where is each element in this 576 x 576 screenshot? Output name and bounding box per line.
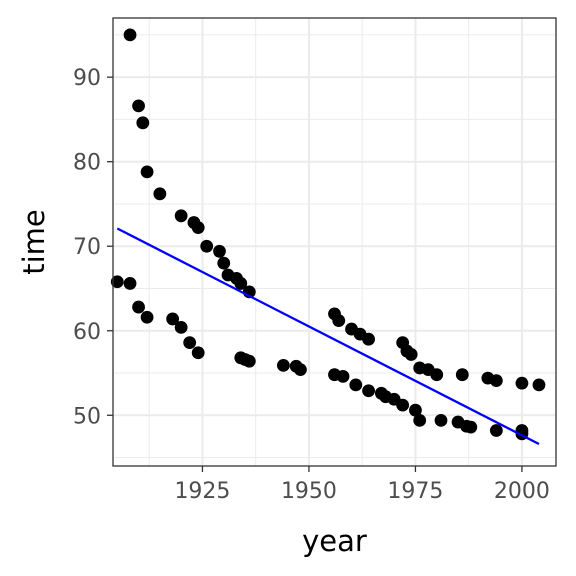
data-point [234, 277, 248, 290]
data-points [110, 28, 546, 441]
data-point [200, 239, 214, 253]
x-tick-label: 2000 [494, 479, 550, 504]
data-point [242, 354, 256, 368]
trend-line-group [116, 227, 540, 446]
data-point [217, 256, 231, 270]
data-point [455, 368, 469, 382]
x-tick-label: 1925 [174, 479, 230, 504]
data-point [464, 420, 478, 434]
data-point [349, 378, 363, 392]
data-point [434, 413, 448, 427]
y-tick-label: 60 [73, 320, 101, 345]
data-point [110, 275, 124, 289]
x-tick-label: 1975 [387, 479, 443, 504]
data-point [430, 368, 444, 382]
data-point [332, 314, 346, 328]
grid-minor [113, 18, 556, 466]
trend-line [116, 227, 540, 446]
grid-major [113, 18, 556, 466]
data-point [213, 244, 226, 258]
data-point [489, 374, 503, 388]
data-point [532, 378, 546, 392]
x-tick-label: 1950 [281, 479, 337, 504]
data-point [183, 336, 197, 349]
x-tick-labels: 1925 1950 1975 2000 [174, 479, 549, 504]
y-tick-labels: 50 60 70 80 90 [73, 66, 101, 429]
x-axis-title: year [302, 524, 367, 558]
data-point [191, 221, 205, 235]
data-point [140, 310, 154, 324]
data-point [409, 403, 422, 417]
axis-ticks [107, 76, 523, 472]
data-point [362, 384, 375, 398]
data-point [336, 370, 350, 383]
data-point [294, 363, 307, 377]
data-point [166, 312, 180, 326]
data-point [123, 28, 137, 42]
data-point [404, 348, 418, 361]
y-tick-label: 80 [73, 151, 101, 176]
data-point [132, 300, 145, 314]
y-tick-label: 70 [73, 235, 101, 260]
data-point [153, 187, 167, 201]
y-axis-title: time [17, 209, 51, 275]
data-point [140, 165, 154, 179]
data-point [396, 398, 410, 412]
data-point [132, 99, 145, 113]
data-point [174, 209, 188, 223]
data-point [136, 116, 150, 130]
data-point [489, 424, 503, 437]
data-point [362, 332, 375, 346]
data-point [515, 376, 529, 390]
y-tick-label: 50 [73, 404, 101, 429]
data-point [191, 346, 205, 360]
panel-border [112, 17, 557, 467]
data-point [174, 320, 188, 334]
data-point [413, 413, 427, 427]
data-point [276, 359, 290, 372]
data-point [123, 277, 137, 290]
y-tick-label: 90 [73, 66, 101, 91]
